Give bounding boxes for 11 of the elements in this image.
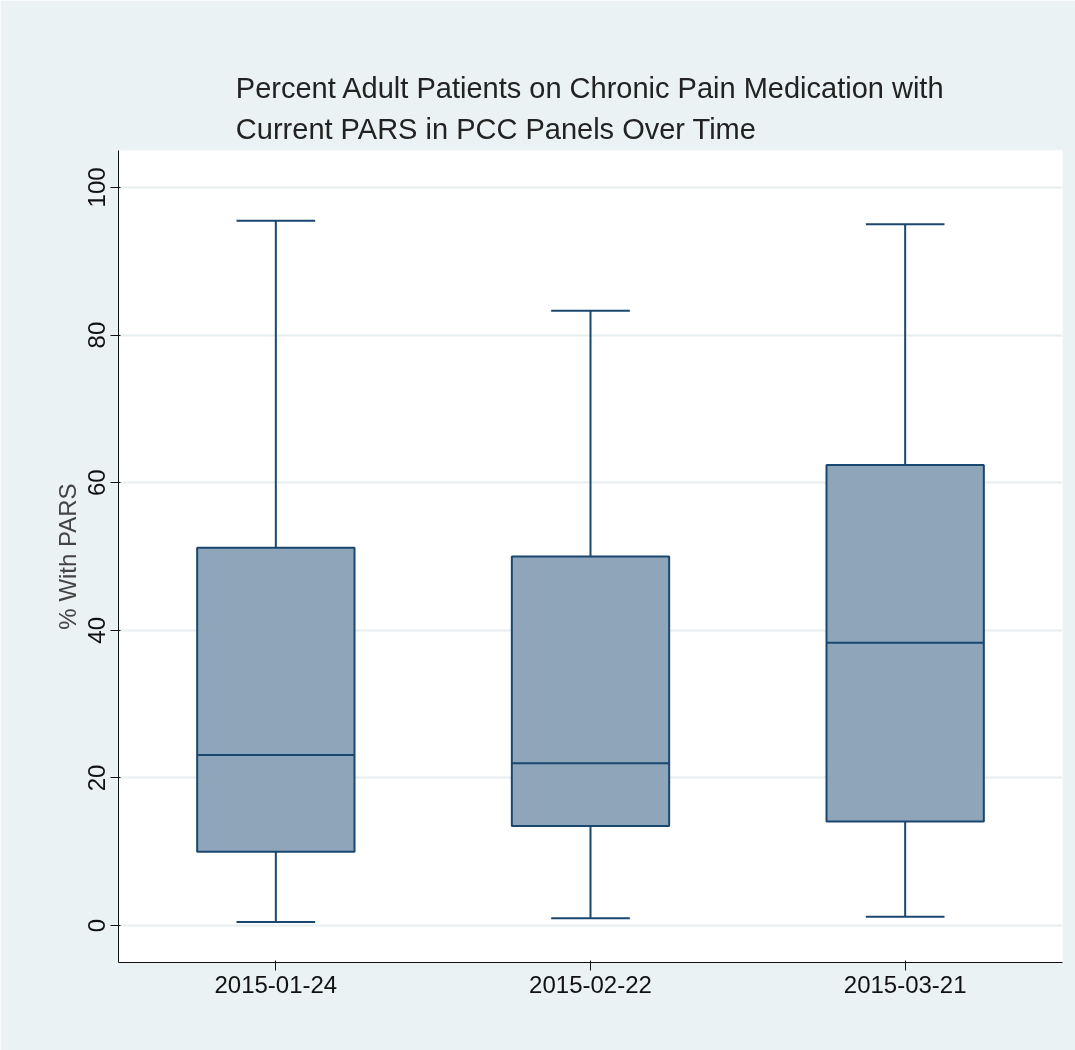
x-tick-label: 2015-03-21 (843, 970, 967, 998)
chart-title: Percent Adult Patients on Chronic Pain Medication with Current PARS in PCC Panels Over Time (235, 71, 944, 146)
x-tick-label: 2015-01-24 (214, 970, 338, 998)
y-axis-title: % With PARS (53, 483, 81, 630)
y-tick-label: 0 (83, 918, 111, 933)
y-tick-label: 20 (83, 764, 111, 792)
y-tick-label: 80 (83, 321, 111, 349)
y-tick-label: 60 (83, 469, 111, 497)
y-tick-label: 40 (83, 616, 111, 644)
y-tick-label: 100 (83, 167, 111, 208)
x-tick-label: 2015-02-22 (529, 970, 652, 998)
